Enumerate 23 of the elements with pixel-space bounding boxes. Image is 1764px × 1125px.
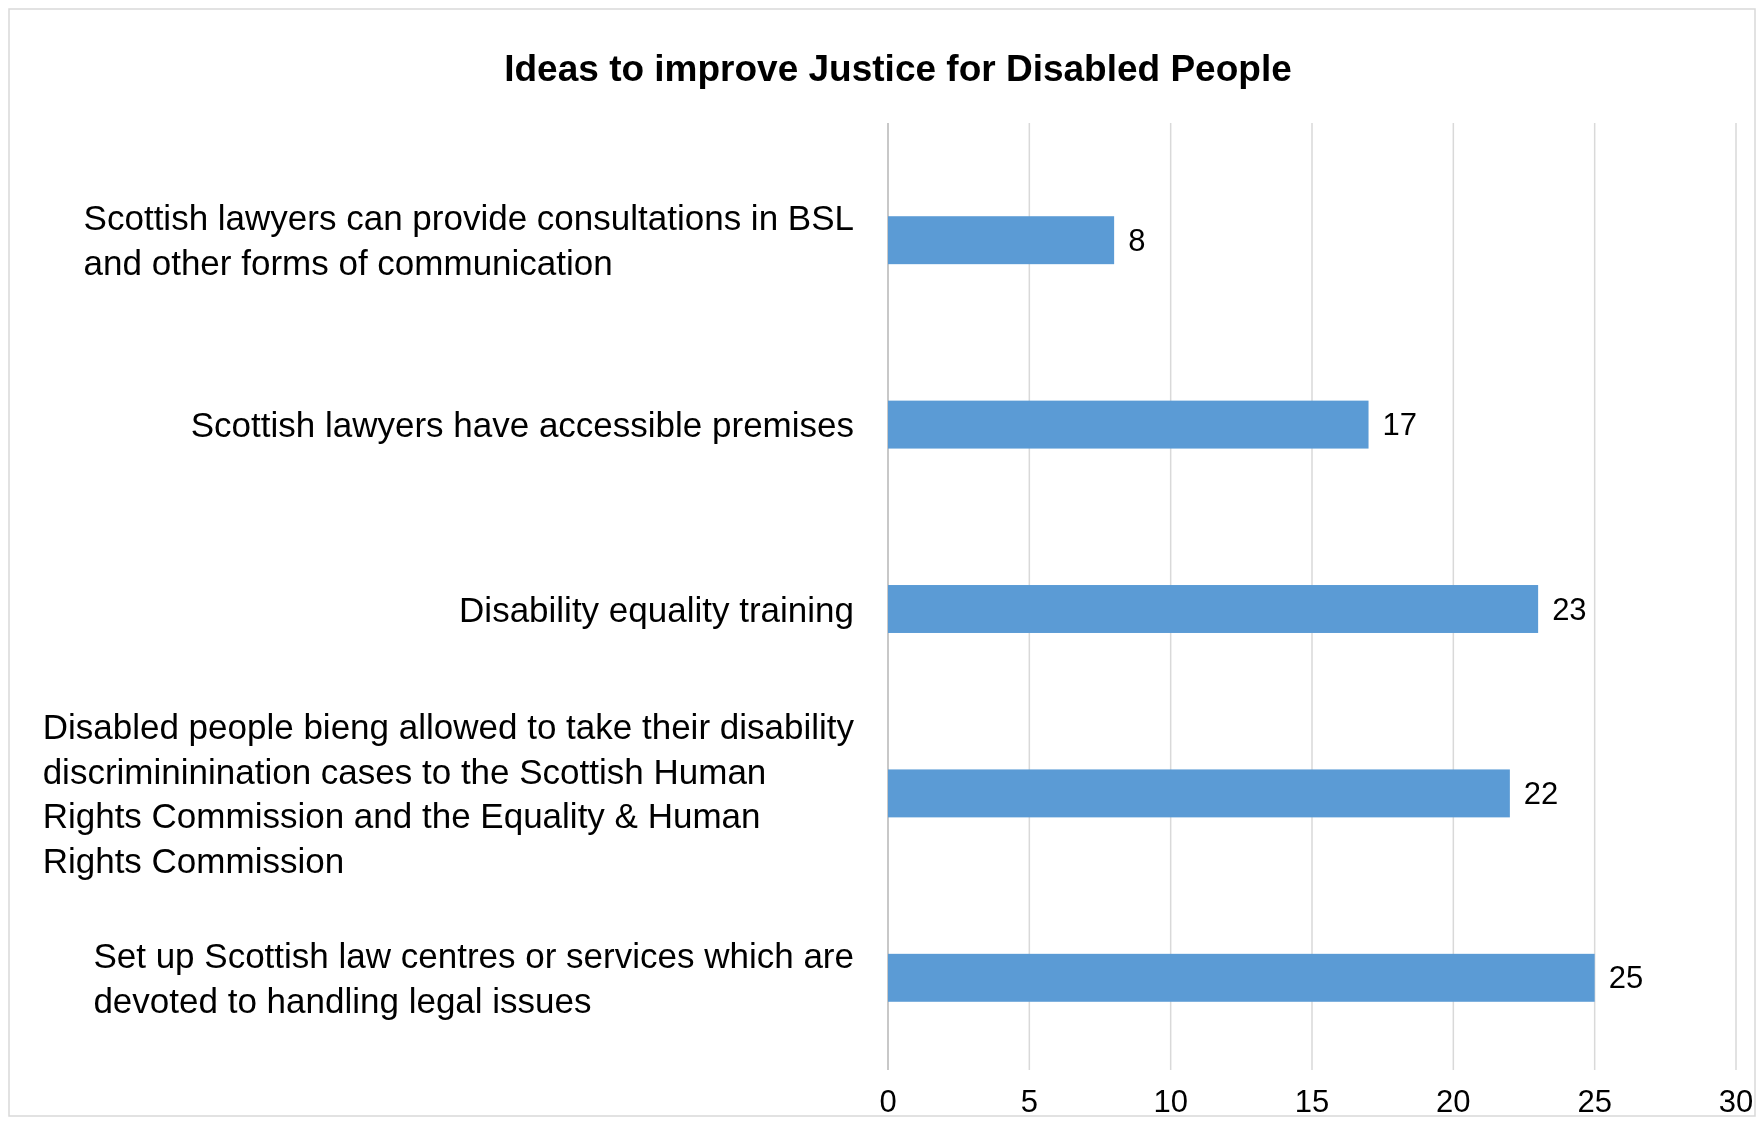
data-label: 17 <box>1382 407 1418 443</box>
x-tick-label: 20 <box>1436 1083 1471 1119</box>
y-tick-label: Scottish lawyers can provide consultations in BSL and other forms of communication <box>83 198 855 282</box>
x-tick-label: 0 <box>879 1083 897 1119</box>
y-tick-label: Scottish lawyers have accessible premises <box>190 405 854 445</box>
y-tick-label: Disabled people bieng allowed to take their disability discrimininination cases to the Scottish Human Rights Commission and the Equality & Human Rights Commission <box>42 707 855 880</box>
chart-title: Ideas to improve Justice for Disabled People <box>504 47 1292 89</box>
x-tick-label: 15 <box>1294 1083 1330 1119</box>
bar <box>888 400 1369 449</box>
data-label: 22 <box>1523 775 1559 811</box>
bar <box>888 769 1510 818</box>
x-tick-label: 30 <box>1718 1083 1754 1119</box>
bar <box>888 585 1539 633</box>
y-tick-label: Disability equality training <box>459 589 855 629</box>
bar <box>888 216 1115 265</box>
x-tick-label: 25 <box>1577 1083 1612 1119</box>
data-label: 8 <box>1128 222 1146 258</box>
data-label: 23 <box>1552 591 1587 627</box>
y-tick-label: Set up Scottish law centres or services which are devoted to handling legal issues <box>93 936 855 1020</box>
data-label: 25 <box>1608 960 1644 996</box>
x-tick-label: 10 <box>1153 1083 1188 1119</box>
x-tick-label: 5 <box>1020 1083 1038 1119</box>
bar <box>888 953 1595 1002</box>
